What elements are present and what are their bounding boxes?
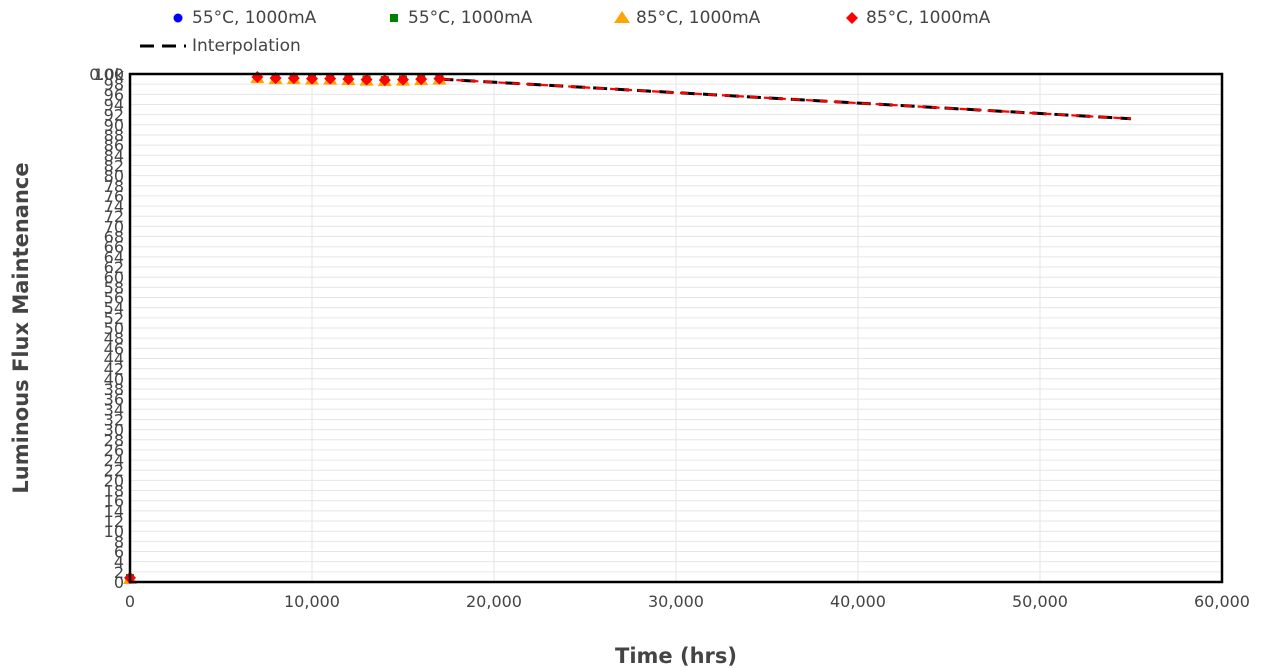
y-tick-label: 90 — [104, 116, 124, 135]
point-diamond — [397, 73, 409, 86]
point-diamond — [360, 73, 373, 86]
y-tick-label: 74 — [104, 197, 124, 216]
y-tick-label: 16 — [104, 492, 124, 511]
y-tick-label: 38 — [104, 380, 124, 399]
legend-item-55c-circle[interactable]: 55°C, 1000mA — [140, 6, 316, 30]
y-tick-label: 12 — [104, 512, 124, 531]
y-tick-label: 6 — [114, 543, 124, 562]
x-axis-title: Time (hrs) — [615, 644, 737, 668]
y-tick-label: 44 — [104, 349, 124, 368]
y-tick-label: 66 — [104, 238, 124, 257]
x-tick-label: 20,000 — [466, 592, 522, 611]
y-axis-title: Luminous Flux Maintenance — [9, 162, 33, 493]
y-tick-label: 28 — [104, 431, 124, 450]
y-tick-labels: 1009896949290888684828078767472706866646… — [89, 65, 124, 592]
x-tick-label: 30,000 — [648, 592, 704, 611]
y-tick-label: 50 — [104, 319, 124, 338]
x-tick-label: 50,000 — [1012, 592, 1068, 611]
point-diamond — [415, 73, 428, 86]
legend-label: 85°C, 1000mA — [636, 8, 761, 28]
x-tick-label: 60,000 — [1194, 592, 1250, 611]
y-tick-label: 80 — [104, 167, 124, 186]
y-tick-label: 24 — [104, 451, 124, 470]
grid — [129, 73, 1223, 583]
y-tick-label: 54 — [104, 299, 124, 318]
y-tick-label: 56 — [104, 289, 124, 308]
y-tick-label: 76 — [104, 187, 124, 206]
legend-label: 55°C, 1000mA — [192, 8, 317, 28]
y-tick-label: 60 — [104, 268, 124, 287]
x-tick-labels: 0 10,000 20,000 30,000 40,000 50,000 60,000 — [125, 592, 1250, 611]
y-tick-label: 0 — [114, 573, 124, 592]
legend-label: 55°C, 1000mA — [408, 8, 533, 28]
y-tick-label: 32 — [104, 410, 124, 429]
y-tick-label: 8 — [114, 532, 124, 551]
interpolation-overlay-line — [439, 77, 1132, 120]
y-tick-label: 40 — [104, 370, 124, 389]
y-tick-label: 92 — [104, 106, 124, 125]
y-tick-label: 34 — [104, 400, 124, 419]
point-diamond — [342, 73, 355, 86]
y-tick-label: 96 — [104, 85, 124, 104]
point-diamond — [378, 74, 391, 87]
plot-frame — [128, 72, 1224, 584]
legend-diamond-marker-icon — [846, 12, 858, 24]
y-tick-label: 82 — [104, 156, 124, 175]
x-tick-label: 0 — [125, 592, 135, 611]
y-tick-label: 84 — [104, 146, 124, 165]
legend-item-85c-triangle[interactable]: 85°C, 1000mA — [584, 6, 760, 30]
legend-dash-line-icon — [140, 44, 186, 48]
y-tick-label: 18 — [104, 482, 124, 501]
y-tick-label: 36 — [104, 390, 124, 409]
y-tick-label: 88 — [104, 126, 124, 145]
y-tick-label: 52 — [104, 309, 124, 328]
y-tick-label: 98 — [104, 75, 124, 94]
y-tick-label: 86 — [104, 136, 124, 155]
y-tick-label: 64 — [104, 248, 124, 267]
legend-triangle-marker-icon — [614, 11, 630, 23]
y-tick-label: 2 — [114, 563, 124, 582]
legend-item-55c-square[interactable]: 55°C, 1000mA — [356, 6, 532, 30]
point-diamond — [324, 72, 337, 85]
legend: 55°C, 1000mA 55°C, 1000mA 85°C, 1000mA 8… — [0, 0, 1266, 62]
y-tick-label: 20 — [104, 471, 124, 490]
y-tick-label: 42 — [104, 360, 124, 379]
y-tick-label: 78 — [104, 177, 124, 196]
x-tick-label: 10,000 — [284, 592, 340, 611]
y-tick-label-top: 0.0k — [89, 65, 124, 84]
point-diamond — [306, 72, 318, 85]
y-tick-label: 100 — [93, 65, 124, 84]
y-tick-label: 72 — [104, 207, 124, 226]
y-tick-label: 30 — [104, 421, 124, 440]
y-tick-label: 10 — [104, 522, 124, 541]
y-tick-label: 46 — [104, 339, 124, 358]
y-tick-label: 62 — [104, 258, 124, 277]
y-tick-label: 22 — [104, 461, 124, 480]
y-tick-label: 48 — [104, 329, 124, 348]
y-tick-label: 58 — [104, 278, 124, 297]
legend-circle-marker-icon — [173, 13, 183, 23]
y-tick-label: 4 — [114, 553, 124, 572]
series-lines — [439, 77, 1132, 121]
legend-item-85c-diamond[interactable]: 85°C, 1000mA — [814, 6, 990, 30]
legend-item-interpolation[interactable]: Interpolation — [140, 34, 301, 58]
point-diamond — [433, 72, 446, 85]
y-tick-label: 70 — [104, 217, 124, 236]
y-tick-label: 26 — [104, 441, 124, 460]
y-tick-label: 94 — [104, 95, 124, 114]
legend-label: Interpolation — [192, 36, 301, 56]
x-tick-label: 40,000 — [830, 592, 886, 611]
y-tick-label: 68 — [104, 228, 124, 247]
y-tick-label: 14 — [104, 502, 124, 521]
legend-square-marker-icon — [390, 14, 398, 22]
legend-label: 85°C, 1000mA — [866, 8, 991, 28]
